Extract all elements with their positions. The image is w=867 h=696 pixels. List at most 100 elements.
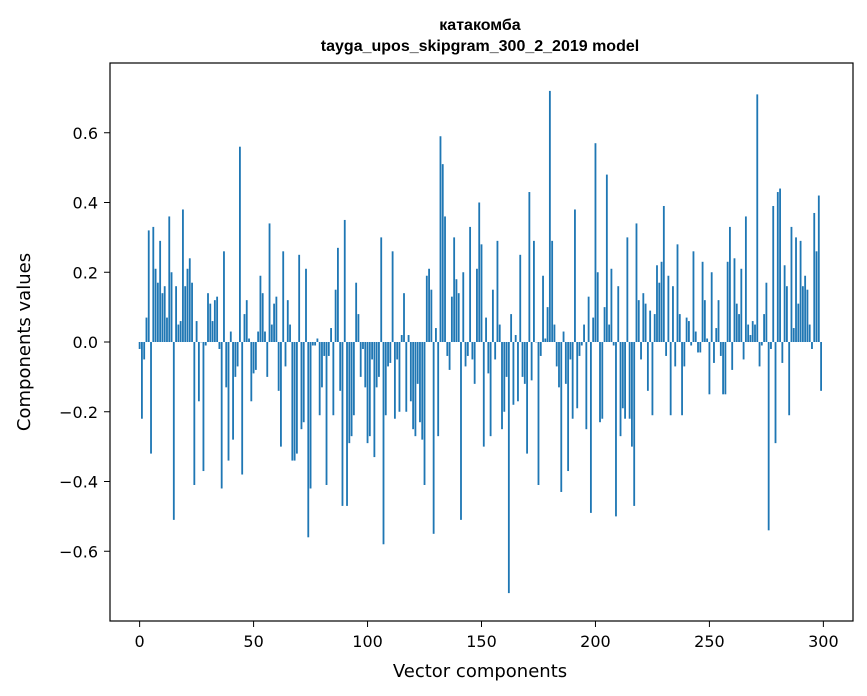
y-tick-label: 0.4 [73,194,98,213]
bar-247 [701,261,704,342]
bar-281 [779,188,781,342]
y-tick-label: −0.2 [59,403,98,422]
bar-64 [284,342,287,367]
bar-258 [726,261,729,342]
bar-75 [309,342,312,489]
bar-226 [653,314,656,342]
bar-201 [596,272,599,342]
bar-18 [179,321,182,342]
bar-171 [528,192,531,342]
bar-234 [672,286,674,342]
bar-92 [348,342,351,444]
bar-113 [396,342,399,360]
bar-33 [213,300,216,342]
bar-227 [656,265,658,342]
bar-115 [400,335,403,342]
bar-148 [476,268,478,342]
bar-173 [533,240,535,342]
bar-56 [266,342,269,377]
bar-198 [589,342,592,513]
bar-80 [321,342,323,388]
x-tick-label: 150 [466,632,497,651]
bar-119 [409,342,412,402]
bar-23 [191,282,193,342]
bar-37 [223,251,225,342]
bar-205 [605,174,608,342]
bar-186 [562,331,565,342]
bar-280 [776,192,779,342]
bar-208 [612,342,615,346]
bar-6 [152,226,155,342]
bar-68 [293,342,296,461]
bar-177 [542,275,544,342]
bar-194 [580,342,583,346]
bar-289 [797,303,800,342]
bar-252 [713,342,715,363]
bar-168 [521,342,524,377]
bar-145 [469,226,472,342]
x-tick-label: 0 [135,632,145,651]
bar-42 [234,342,237,377]
bar-133 [441,164,444,342]
bar-220 [640,342,642,360]
bar-116 [403,293,405,342]
bar-169 [523,342,526,384]
bar-212 [621,342,624,409]
bar-283 [783,265,786,342]
bar-135 [446,342,449,356]
bar-147 [473,342,476,384]
bar-246 [699,342,702,353]
bar-140 [457,293,460,342]
bar-101 [368,342,371,437]
bar-214 [626,237,629,343]
bar-251 [710,272,713,342]
bar-99 [364,342,367,388]
bar-277 [770,342,772,349]
bar-164 [512,342,515,405]
bar-2 [143,342,146,360]
bar-291 [801,286,804,342]
bar-130 [435,328,437,342]
bar-257 [724,342,727,395]
bar-13 [168,216,171,342]
bar-255 [719,342,722,356]
bar-36 [220,342,223,489]
bar-57 [268,223,271,342]
bar-189 [569,342,572,360]
bar-103 [373,342,376,458]
bar-294 [808,324,811,342]
bar-35 [218,342,221,349]
bar-271 [756,94,759,342]
bar-129 [432,342,435,534]
bar-261 [733,258,736,342]
bar-256 [722,342,724,395]
bar-77 [314,342,317,346]
bar-191 [574,209,576,342]
bar-181 [551,240,554,342]
bar-65 [286,300,289,342]
bar-292 [804,275,807,342]
bar-217 [633,342,636,506]
bar-238 [681,342,683,416]
bar-183 [555,342,558,367]
bar-298 [817,195,820,342]
bar-206 [608,324,611,342]
bar-29 [204,342,207,346]
bar-76 [311,342,314,346]
bar-43 [236,342,239,367]
bar-50 [252,342,255,374]
bar-83 [327,342,330,356]
bar-268 [749,335,752,342]
bar-160 [503,342,506,412]
bar-267 [747,324,750,342]
bar-20 [184,286,187,342]
bar-86 [334,289,337,342]
chart-title: катакомба [439,17,521,34]
bar-137 [450,296,453,342]
bar-167 [519,254,522,342]
bar-78 [316,338,319,342]
bar-102 [371,342,374,360]
bar-269 [751,321,754,342]
bar-266 [744,216,747,342]
bar-218 [635,223,638,342]
